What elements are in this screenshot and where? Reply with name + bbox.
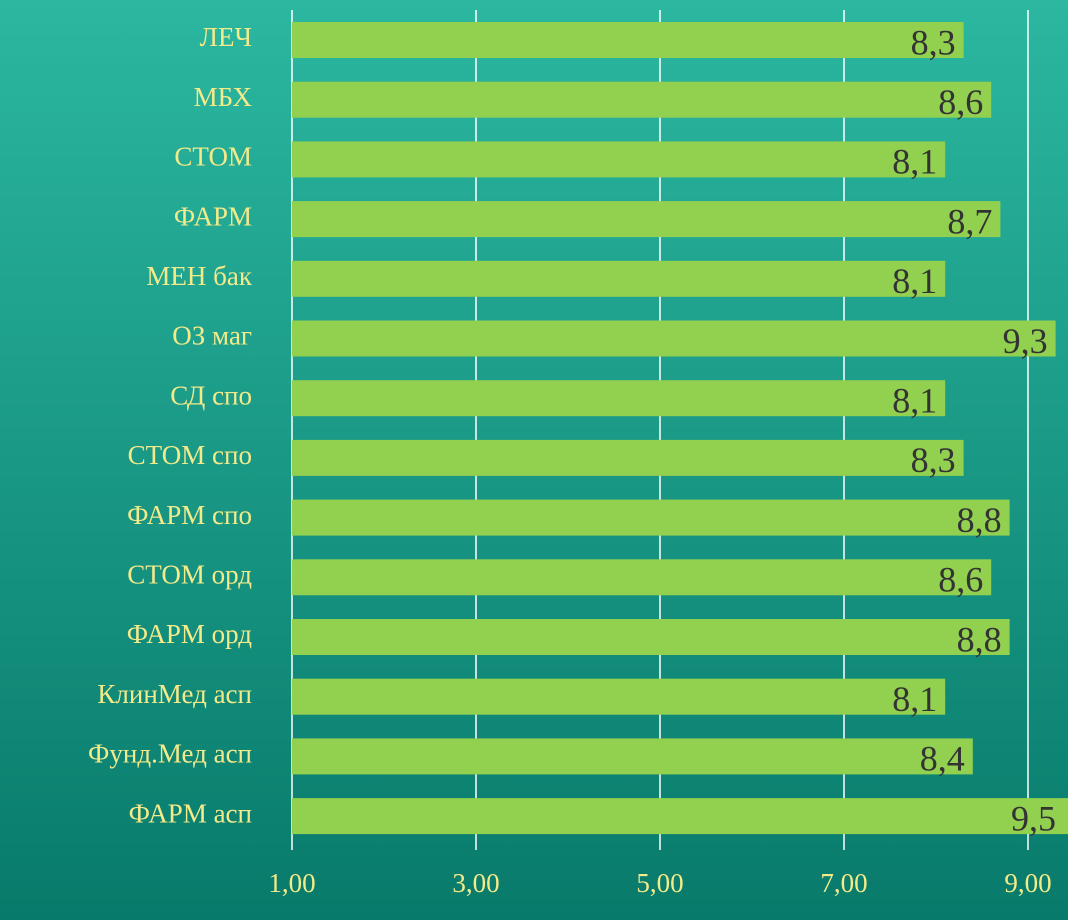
y-tick-label: ФАРМ орд [127,619,253,649]
bar [292,201,1001,238]
bar [292,380,946,417]
value-label: 9,3 [1003,321,1048,361]
bar [292,22,964,58]
x-tick-label: 9,00 [1004,868,1051,898]
y-tick-label: МБХ [194,82,253,112]
y-tick-label: ФАРМ [174,201,252,231]
value-label: 8,6 [938,560,983,600]
y-tick-label: СТОМ орд [127,560,252,590]
value-label: 8,8 [957,619,1002,659]
y-tick-label: ЛЕЧ [200,22,252,52]
bar [292,499,1010,536]
y-tick-label: ФАРМ спо [127,500,252,530]
value-label: 8,7 [947,201,992,241]
value-label: 8,3 [911,440,956,480]
y-tick-label: СД спо [170,380,252,410]
bar [292,619,1010,655]
bar [292,738,973,775]
y-tick-label: ФАРМ асп [129,798,252,828]
value-label: 8,6 [938,82,983,122]
y-tick-label: СТОМ [174,142,252,172]
bar [292,678,946,715]
bar [292,439,964,476]
x-tick-label: 3,00 [452,868,499,898]
value-label: 8,1 [892,679,937,719]
value-label: 9,5 [1011,798,1056,838]
x-tick-label: 5,00 [636,868,683,898]
bar [292,81,992,118]
bar [292,260,946,297]
value-label: 8,4 [920,739,965,779]
y-tick-label: Фунд.Мед асп [88,739,252,769]
bar [292,320,1056,357]
value-label: 8,1 [892,142,937,182]
y-tick-label: КлинМед асп [97,679,252,709]
y-tick-label: ОЗ маг [172,321,252,351]
bar [292,141,946,178]
bar [292,559,992,596]
value-label: 8,1 [892,261,937,301]
value-label: 8,3 [911,22,956,62]
y-tick-label: МЕН бак [146,261,252,291]
value-label: 8,8 [957,500,1002,540]
bar [292,798,1068,835]
x-tick-label: 7,00 [820,868,867,898]
y-tick-label: СТОМ спо [128,440,252,470]
value-label: 8,1 [892,380,937,420]
x-tick-label: 1,00 [268,868,315,898]
